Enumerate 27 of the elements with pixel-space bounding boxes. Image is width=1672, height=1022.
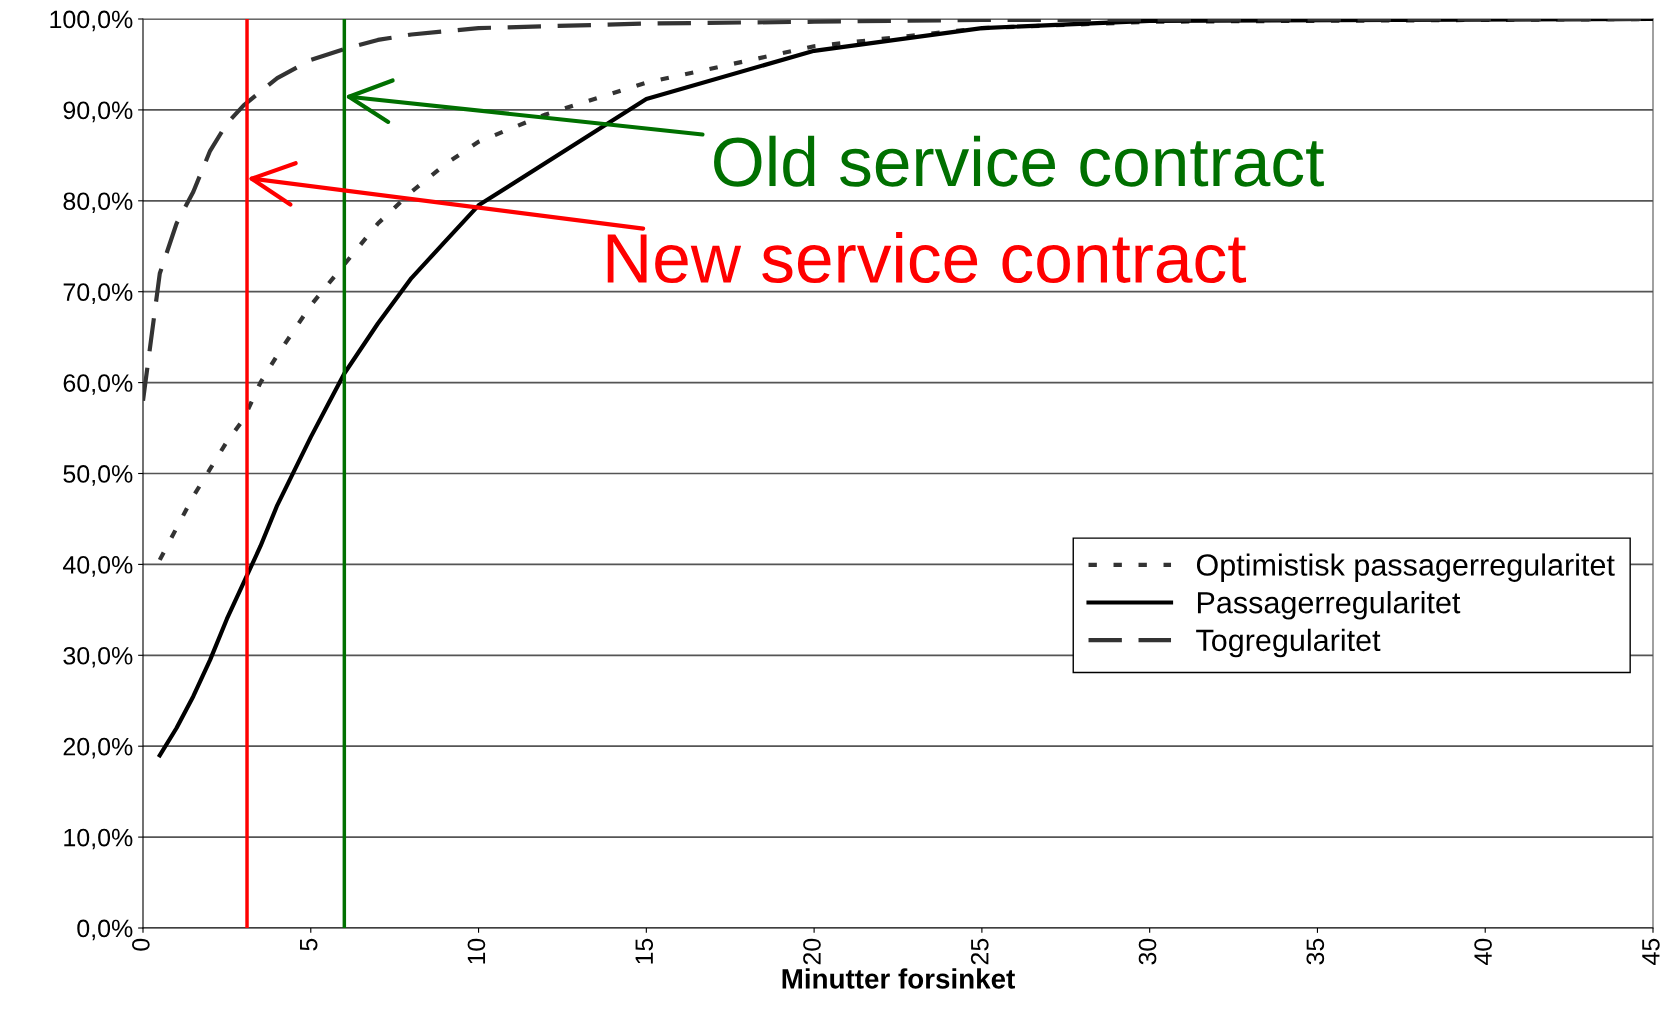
y-tick-label: 30,0%: [63, 646, 133, 668]
x-tick-label: 30: [1138, 938, 1157, 965]
y-tick-label: 0,0%: [77, 919, 133, 941]
y-tick-label: 20,0%: [63, 737, 133, 759]
y-tick-label: 100,0%: [50, 10, 133, 32]
legend-label: Togregularitet: [1196, 628, 1381, 658]
x-tick-label: 5: [300, 938, 318, 951]
x-tick-label: 20: [803, 938, 821, 965]
y-tick-label: 10,0%: [64, 828, 133, 850]
y-tick-label: 90,0%: [63, 101, 133, 123]
x-tick-label: 15: [635, 938, 654, 964]
y-tick-label: 60,0%: [63, 374, 133, 395]
x-tick-label: 0: [132, 938, 150, 951]
y-tick-label: 80,0%: [63, 192, 133, 214]
annotation: New service contract: [607, 232, 1247, 284]
y-tick-label: 50,0%: [63, 465, 133, 486]
x-tick-label: 45: [1642, 938, 1660, 965]
x-tick-label: 25: [970, 938, 989, 965]
x-tick-label: 35: [1306, 938, 1325, 965]
legend-label: Passagerregularitet: [1197, 591, 1461, 620]
annotation: Old service contract: [714, 135, 1324, 187]
y-tick-label: 40,0%: [62, 556, 133, 577]
x-tick-label: 10: [467, 938, 486, 964]
legend-label: Optimistisk passagerregularitet: [1196, 553, 1615, 582]
x-axis-title: Minutter forsinket: [782, 968, 1015, 989]
x-tick-label: 40: [1474, 938, 1492, 965]
y-tick-label: 70,0%: [63, 283, 133, 304]
